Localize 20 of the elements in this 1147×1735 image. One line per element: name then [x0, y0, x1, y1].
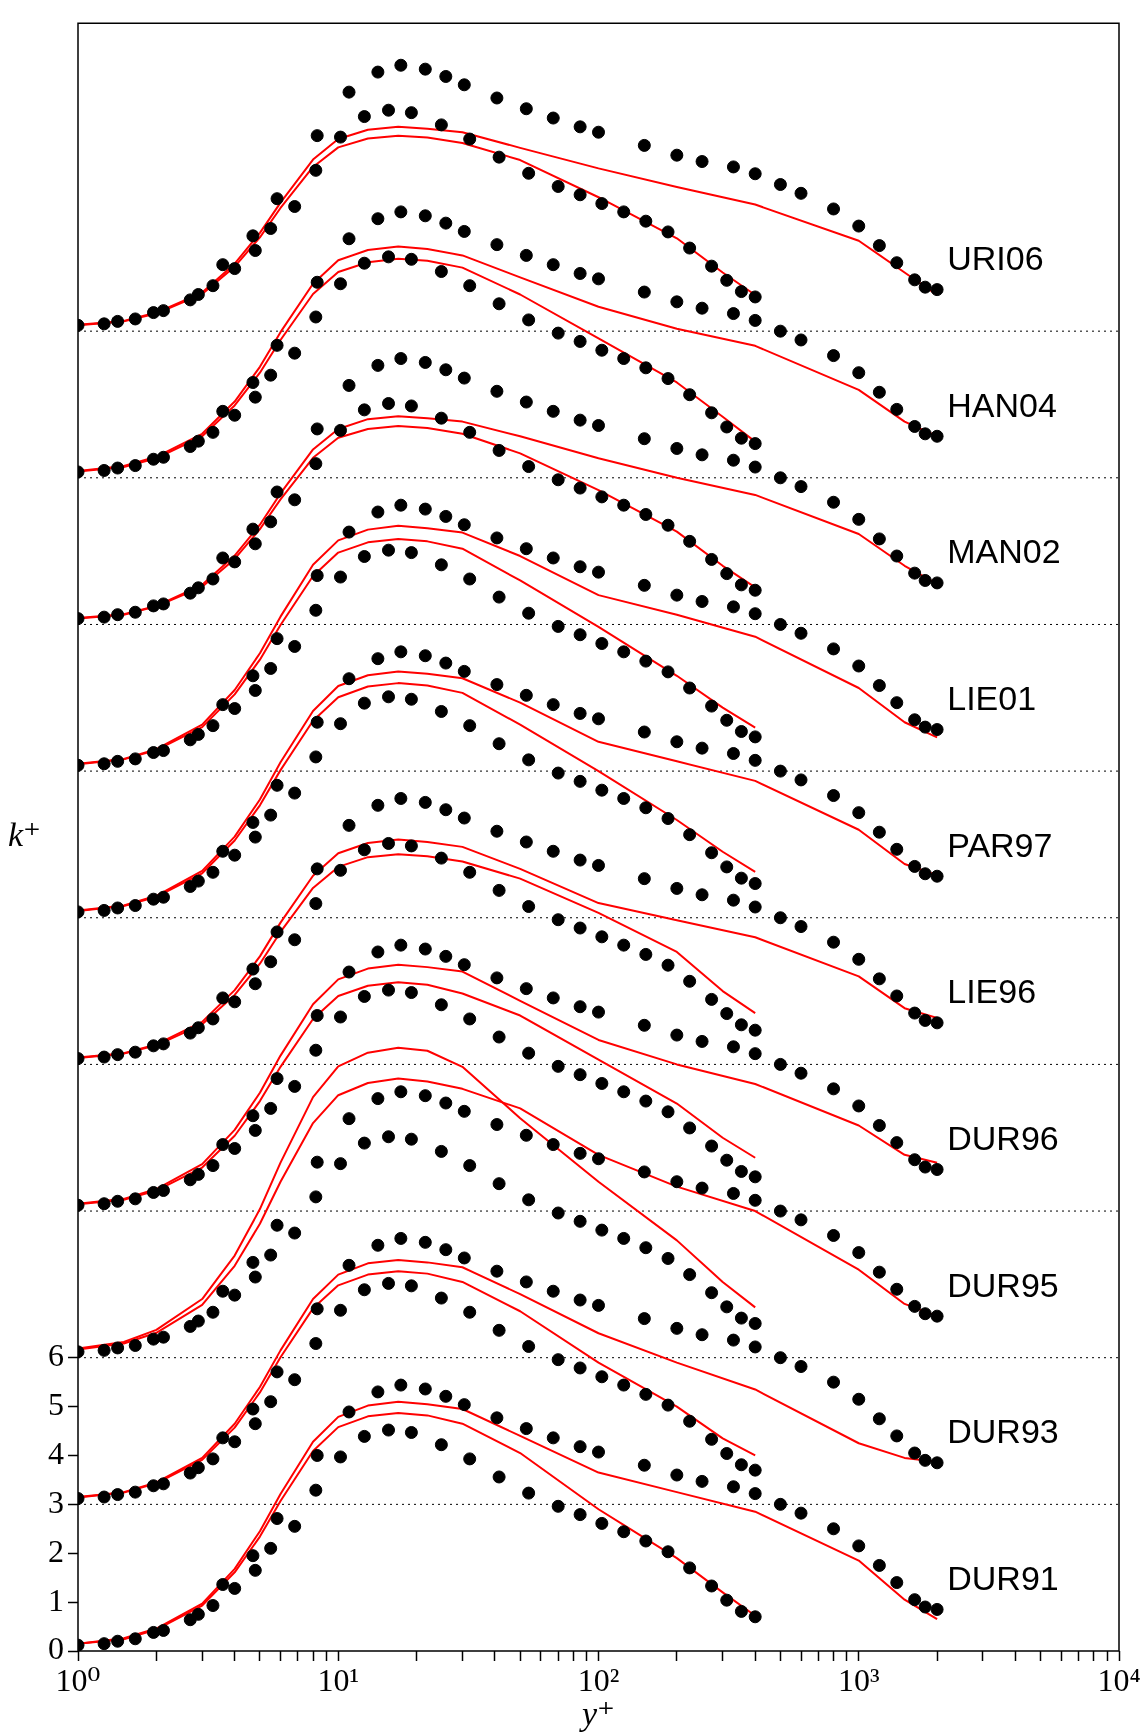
y-tick-label: 2 — [48, 1532, 64, 1569]
annotation: DUR93 — [947, 1412, 1059, 1451]
annotation: PAR97 — [947, 825, 1053, 864]
x-tick-label: 10¹ — [317, 1661, 360, 1698]
annotation: DUR96 — [947, 1119, 1059, 1158]
y-axis-title: k⁺ — [8, 816, 42, 854]
annotation: HAN04 — [947, 385, 1057, 424]
annotation: URI06 — [947, 239, 1044, 278]
y-tick-label: 3 — [48, 1483, 64, 1520]
annotation: DUR91 — [947, 1558, 1059, 1597]
annotation: DUR95 — [947, 1265, 1059, 1304]
annotation: LIE96 — [947, 972, 1037, 1011]
annotation: LIE01 — [947, 679, 1037, 718]
y-tick-label: 6 — [48, 1337, 64, 1374]
x-tick-label: 10³ — [837, 1661, 880, 1698]
annotation: MAN02 — [947, 532, 1061, 571]
y-tick-label: 1 — [48, 1581, 64, 1618]
x-tick-label: 10⁴ — [1097, 1661, 1141, 1698]
y-tick-label: 5 — [48, 1385, 64, 1422]
y-tick-label: 4 — [48, 1434, 64, 1471]
